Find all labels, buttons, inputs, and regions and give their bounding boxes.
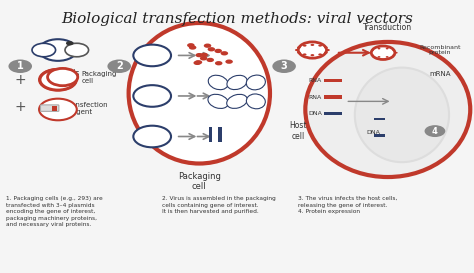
Circle shape [318, 54, 322, 56]
Bar [374, 118, 385, 120]
Circle shape [204, 43, 211, 48]
Text: Packaging
cell: Packaging cell [178, 172, 221, 191]
Text: +: + [14, 73, 26, 87]
Circle shape [220, 51, 228, 55]
Circle shape [392, 55, 395, 56]
Ellipse shape [355, 68, 449, 162]
Circle shape [392, 49, 395, 51]
Circle shape [371, 49, 374, 51]
Text: DNA: DNA [367, 130, 381, 135]
Text: 2. Virus is assembled in the packaging
cells containing gene of interest.
It is : 2. Virus is assembled in the packaging c… [162, 196, 275, 214]
Circle shape [215, 61, 222, 66]
Text: 2: 2 [116, 61, 123, 71]
Bar [324, 112, 342, 115]
Circle shape [214, 49, 222, 53]
Bar [218, 127, 222, 142]
Bar [324, 96, 342, 99]
Text: RNA: RNA [309, 94, 322, 100]
Bar [374, 134, 385, 136]
Circle shape [39, 99, 77, 120]
Circle shape [310, 54, 314, 56]
Circle shape [47, 69, 78, 86]
Circle shape [295, 49, 299, 51]
Ellipse shape [227, 94, 247, 108]
Circle shape [303, 54, 307, 56]
Circle shape [32, 43, 55, 57]
Circle shape [195, 60, 202, 64]
Circle shape [318, 44, 322, 47]
Text: Transduction: Transduction [363, 23, 412, 32]
Text: plasmids: plasmids [46, 69, 80, 78]
Circle shape [200, 56, 208, 61]
Circle shape [133, 126, 171, 147]
Text: Transfection
reagent: Transfection reagent [65, 102, 108, 115]
Ellipse shape [208, 75, 228, 90]
Circle shape [195, 53, 203, 57]
Circle shape [297, 46, 301, 49]
Circle shape [378, 48, 381, 49]
Circle shape [65, 43, 89, 57]
Circle shape [386, 56, 389, 58]
Circle shape [225, 60, 233, 64]
Text: Recombinant
protein: Recombinant protein [419, 44, 460, 55]
Ellipse shape [208, 94, 228, 108]
Bar [209, 127, 212, 142]
Text: Biological transfection methods: viral vectors: Biological transfection methods: viral v… [61, 12, 413, 26]
Ellipse shape [227, 75, 247, 90]
Text: 1: 1 [17, 61, 24, 71]
Text: RNA: RNA [309, 78, 322, 83]
Text: 3: 3 [281, 61, 288, 71]
Circle shape [368, 52, 371, 54]
Circle shape [66, 41, 73, 45]
Text: 1. Packaging cells (e.g., 293) are
transfected with 3–4 plasmids
encoding the ge: 1. Packaging cells (e.g., 293) are trans… [6, 196, 103, 227]
Circle shape [324, 46, 328, 49]
Circle shape [378, 56, 381, 58]
Ellipse shape [305, 42, 470, 177]
Circle shape [326, 49, 330, 51]
Circle shape [207, 58, 214, 62]
Circle shape [193, 61, 201, 65]
Text: Packaging
cell: Packaging cell [82, 70, 117, 84]
Circle shape [133, 85, 171, 107]
Bar [52, 106, 57, 111]
Text: 3. The virus infects the host cells,
releasing the gene of interest.
4. Protein : 3. The virus infects the host cells, rel… [298, 196, 398, 214]
Circle shape [310, 44, 314, 46]
Text: DNA: DNA [308, 111, 322, 116]
Circle shape [297, 52, 301, 54]
Text: +: + [14, 100, 26, 114]
Circle shape [201, 53, 208, 57]
Circle shape [303, 44, 307, 47]
Circle shape [395, 52, 398, 54]
Text: mRNA: mRNA [429, 71, 450, 77]
Circle shape [39, 39, 77, 61]
Circle shape [273, 60, 296, 73]
Circle shape [371, 46, 395, 60]
Circle shape [324, 52, 328, 54]
FancyBboxPatch shape [40, 105, 59, 111]
Circle shape [189, 45, 196, 50]
Ellipse shape [246, 75, 265, 90]
Circle shape [298, 42, 327, 58]
Text: Host
cell: Host cell [290, 121, 307, 141]
Ellipse shape [128, 23, 270, 164]
Circle shape [187, 43, 195, 48]
Bar [324, 79, 342, 82]
Circle shape [386, 48, 389, 49]
Circle shape [133, 44, 171, 66]
Text: 4: 4 [432, 127, 438, 136]
Circle shape [108, 60, 131, 73]
Circle shape [425, 125, 445, 137]
Circle shape [371, 55, 374, 56]
Circle shape [9, 60, 32, 73]
Circle shape [39, 69, 77, 91]
Ellipse shape [246, 94, 265, 109]
Circle shape [208, 47, 215, 51]
